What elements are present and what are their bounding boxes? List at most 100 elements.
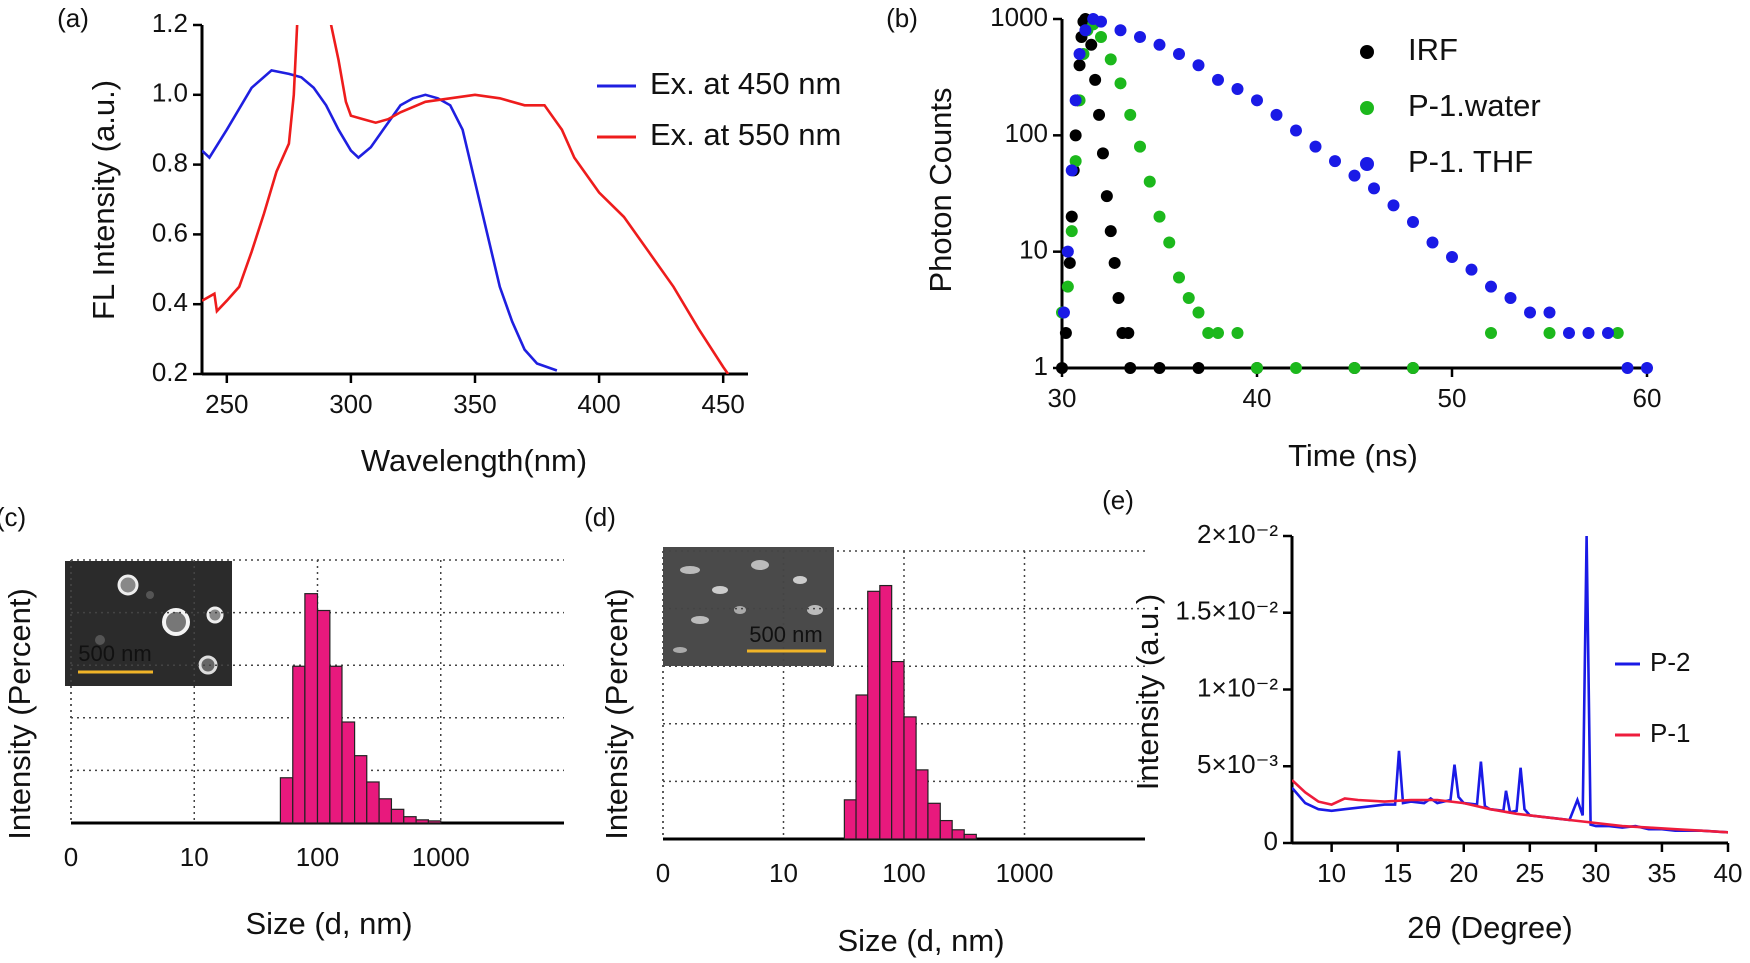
histogram-bar xyxy=(292,665,306,824)
legend-label: P-1. THF xyxy=(1408,144,1533,179)
scatter-point xyxy=(1093,108,1106,121)
scatter-point xyxy=(1231,83,1244,96)
scatter-point xyxy=(1485,326,1497,339)
scatter-point xyxy=(1089,73,1102,86)
x-axis-label: 2θ (Degree) xyxy=(1407,910,1572,945)
x-axis-label: Size (d, nm) xyxy=(245,906,412,941)
scatter-point xyxy=(1543,306,1556,319)
scatter-point xyxy=(1122,326,1135,339)
x-tick-label: 10 xyxy=(1317,858,1346,888)
scatter-point xyxy=(1085,38,1098,51)
legend-swatch xyxy=(1360,101,1374,115)
scatter-point xyxy=(1061,245,1074,258)
scatter-point xyxy=(1251,362,1263,374)
legend-label: P-2 xyxy=(1650,647,1690,677)
panel-label: (e) xyxy=(1102,485,1134,515)
y-tick-label: 1 xyxy=(1034,351,1048,381)
scatter-point xyxy=(1621,362,1634,374)
scatter-point xyxy=(1173,48,1185,61)
histogram-bar xyxy=(403,816,417,824)
histogram-bar xyxy=(329,665,343,824)
scatter-point xyxy=(1112,291,1125,304)
scatter-point xyxy=(1114,24,1127,37)
y-tick-label: 0.6 xyxy=(152,217,188,247)
histogram-bar xyxy=(366,781,380,824)
scatter-point xyxy=(1095,15,1107,28)
scatter-point xyxy=(1212,73,1224,86)
x-tick-label: 0 xyxy=(656,858,670,888)
line-series xyxy=(202,68,558,372)
scatter-point xyxy=(1192,362,1205,374)
x-tick-label: 100 xyxy=(882,858,925,888)
legend-swatch xyxy=(1360,157,1374,171)
x-tick-label: 20 xyxy=(1449,858,1478,888)
scatter-point xyxy=(1182,291,1195,304)
y-tick-label: 0.2 xyxy=(152,357,188,387)
scatter-point xyxy=(1387,199,1400,212)
scatter-point xyxy=(1563,326,1575,339)
scatter-point xyxy=(1309,140,1322,153)
inset-image-d xyxy=(663,547,834,666)
x-tick-label: 10 xyxy=(180,842,209,872)
scatter-point xyxy=(1446,250,1458,263)
scatter-point xyxy=(1290,124,1302,137)
panel-label: (d) xyxy=(584,502,616,532)
scatter-point xyxy=(1465,263,1478,276)
scatter-point xyxy=(1057,306,1070,319)
scatter-point xyxy=(1108,256,1121,269)
x-axis-label: Time (ns) xyxy=(1288,438,1418,473)
scatter-point xyxy=(1524,306,1536,319)
scatter-point xyxy=(1251,94,1263,107)
histogram-bar xyxy=(903,716,917,840)
legend-label: P-1 xyxy=(1650,718,1690,748)
scatter-point xyxy=(1069,129,1082,142)
scatter-point xyxy=(1407,362,1419,374)
scatter-point xyxy=(1426,236,1439,249)
scatter-point xyxy=(1065,210,1078,223)
scatter-point xyxy=(1056,362,1068,374)
x-tick-label: 10 xyxy=(769,858,798,888)
y-tick-label: 1000 xyxy=(990,2,1048,32)
scatter-point xyxy=(1270,108,1283,121)
scatter-point xyxy=(1504,291,1517,304)
x-tick-label: 35 xyxy=(1647,858,1676,888)
x-tick-label: 0 xyxy=(64,842,78,872)
scatter-point xyxy=(1485,280,1497,293)
scatter-point xyxy=(1602,326,1614,339)
scatter-point xyxy=(1100,190,1113,203)
y-tick-label: 100 xyxy=(1005,118,1048,148)
scatter-point xyxy=(1641,362,1653,374)
inset-image-c xyxy=(65,561,232,686)
scatter-point xyxy=(1073,59,1086,72)
x-tick-label: 30 xyxy=(1048,383,1077,413)
histogram-bar xyxy=(867,590,881,840)
scatter-point xyxy=(1065,164,1078,177)
histogram-bar xyxy=(855,694,869,840)
x-tick-label: 50 xyxy=(1438,383,1467,413)
x-tick-label: 400 xyxy=(577,389,620,419)
panel-label: (a) xyxy=(57,3,89,33)
histogram-bar xyxy=(316,609,331,824)
scatter-point xyxy=(1134,31,1146,44)
y-tick-label: 1.5×10⁻² xyxy=(1175,596,1278,626)
legend-swatch xyxy=(1360,45,1374,59)
legend-label: P-1.water xyxy=(1408,88,1541,123)
scatter-point xyxy=(1124,362,1137,374)
y-axis-label: FL Intensity (a.u.) xyxy=(86,80,121,320)
scatter-point xyxy=(1173,271,1185,284)
x-axis-label: Size (d, nm) xyxy=(837,923,1004,958)
histogram-bar xyxy=(304,593,319,824)
scatter-point xyxy=(1348,169,1361,182)
x-tick-label: 1000 xyxy=(412,842,470,872)
histogram-bar xyxy=(891,660,905,840)
scatter-point xyxy=(1073,48,1086,61)
scatter-point xyxy=(1153,38,1166,51)
legend-label: Ex. at 550 nm xyxy=(650,117,841,152)
y-axis-label: Intensity (Percent) xyxy=(599,588,634,840)
scatter-point xyxy=(1192,59,1205,72)
y-tick-label: 1×10⁻² xyxy=(1197,672,1278,702)
x-tick-label: 300 xyxy=(329,389,372,419)
scatter-point xyxy=(1095,31,1107,44)
x-tick-label: 350 xyxy=(453,389,496,419)
scatter-point xyxy=(1290,362,1302,374)
